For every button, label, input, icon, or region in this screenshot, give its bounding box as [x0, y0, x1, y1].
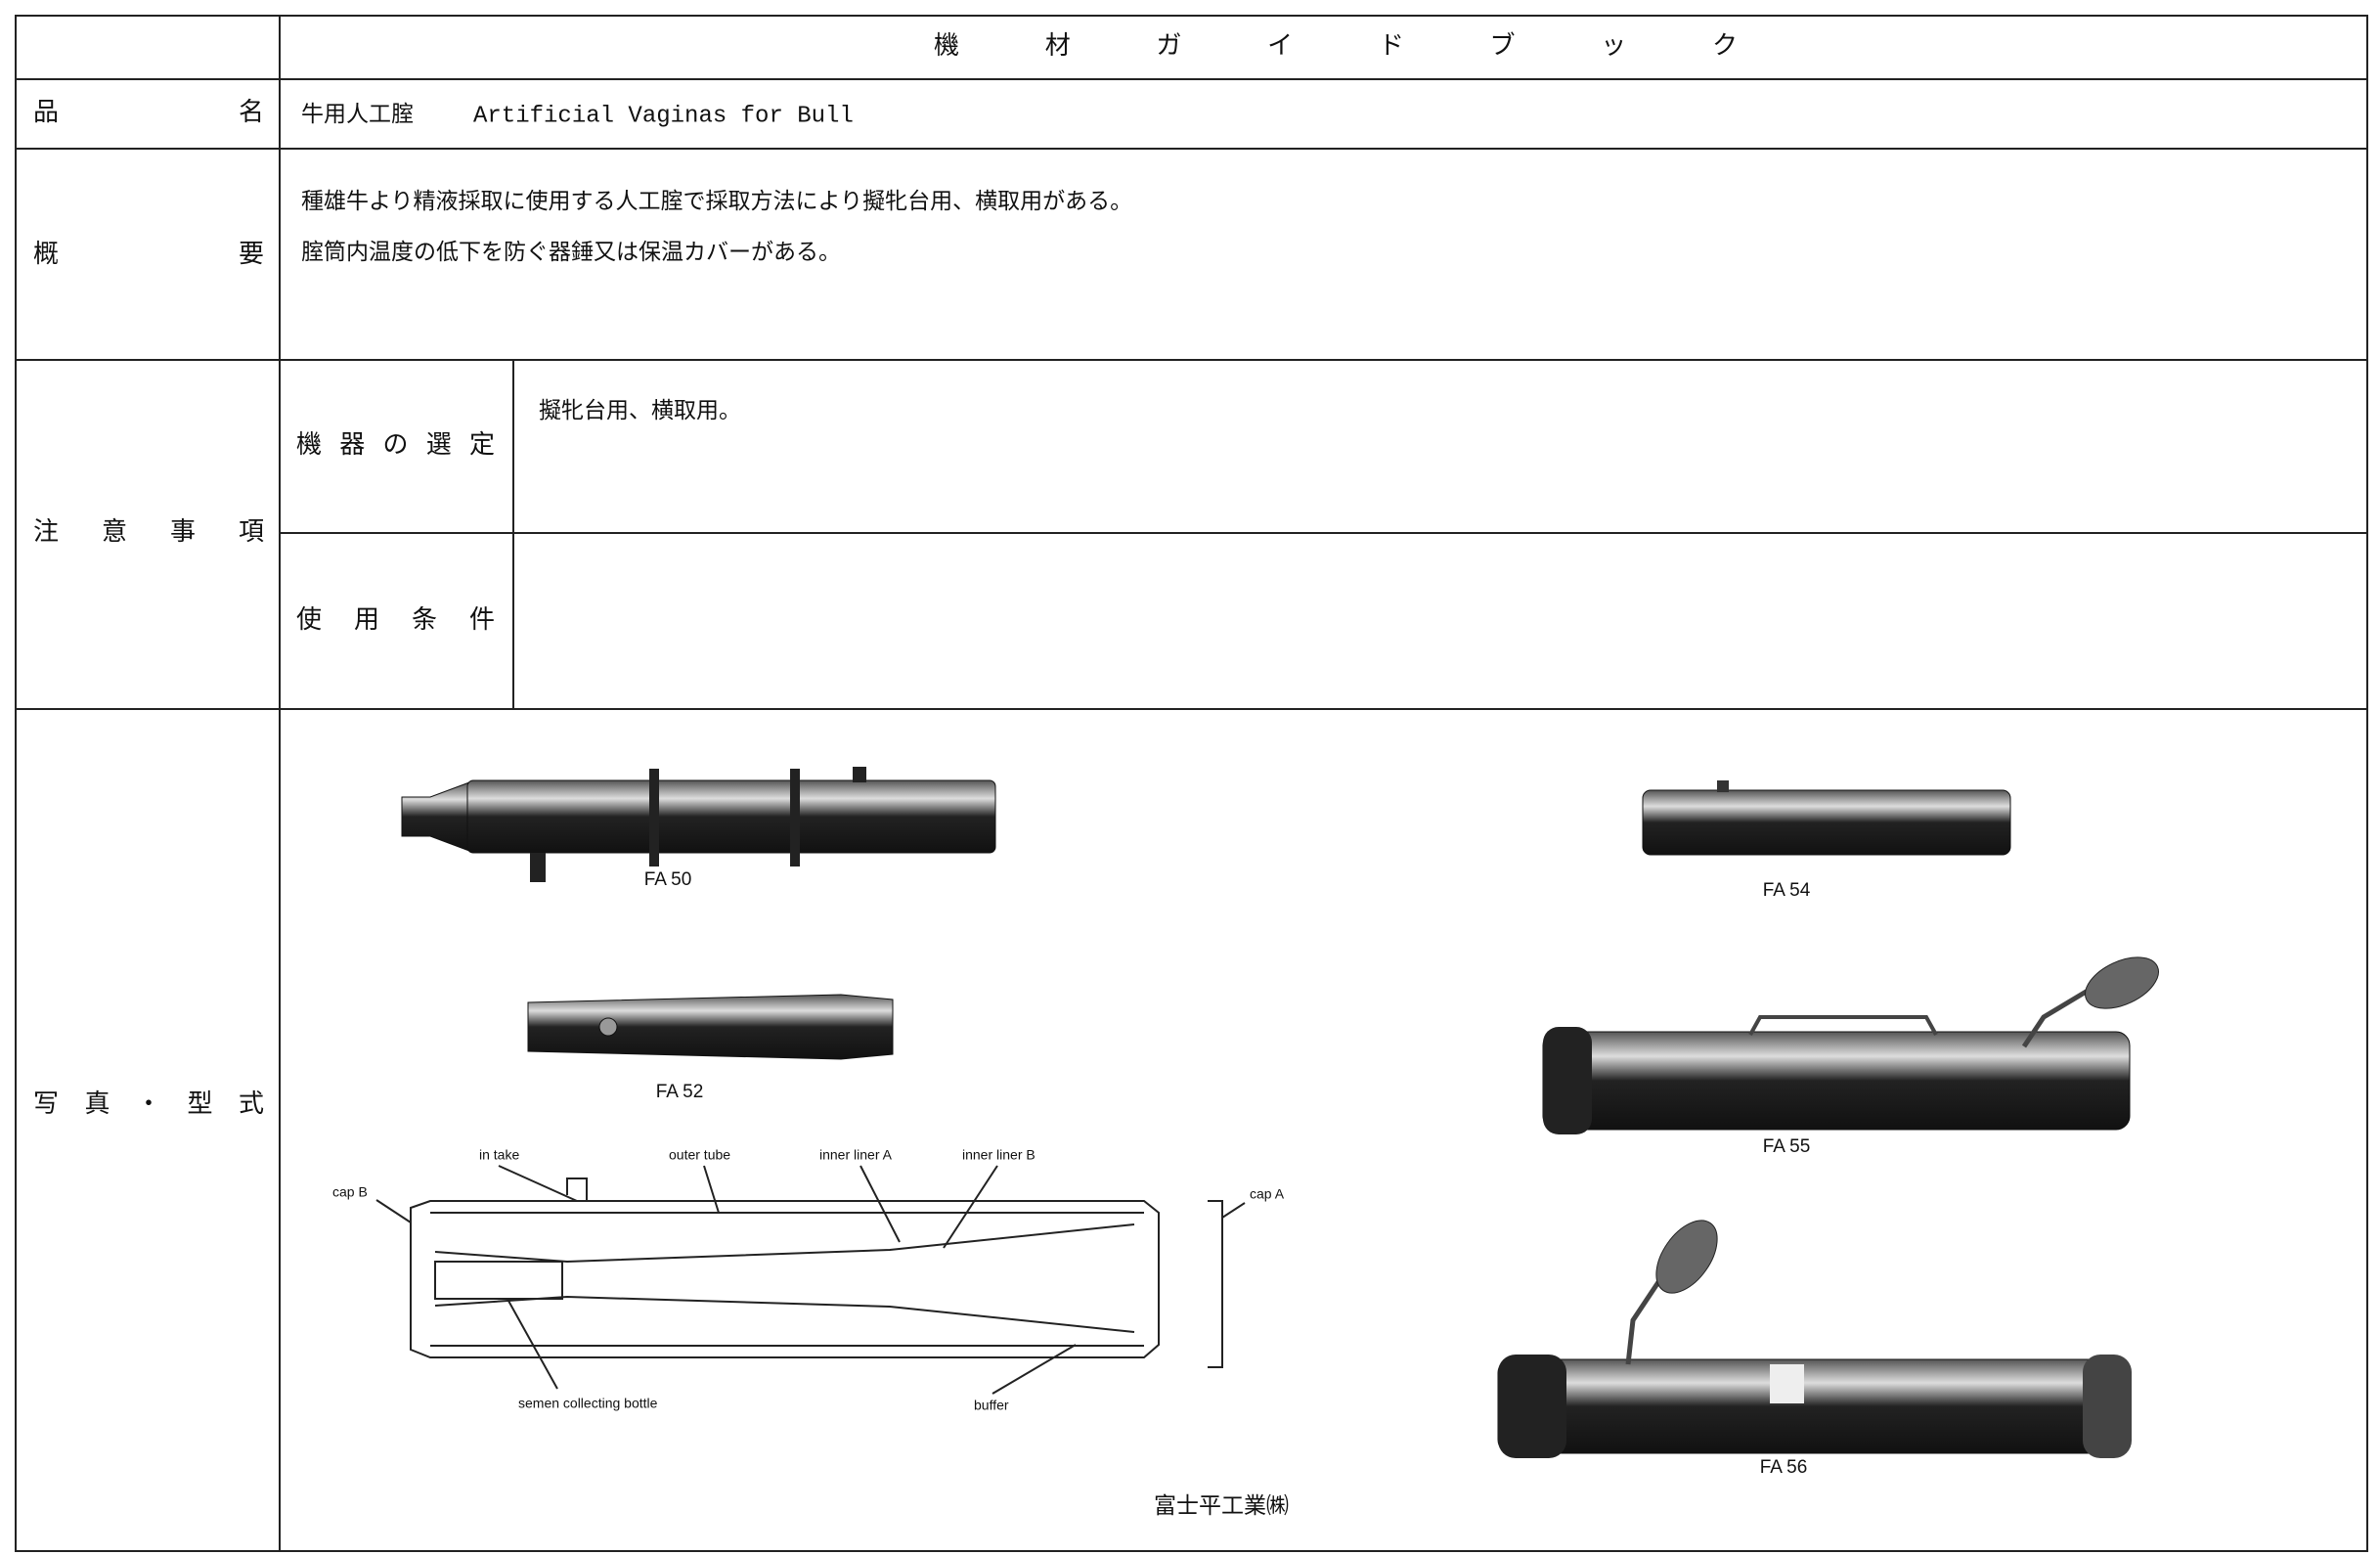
- table-grid: [15, 15, 2368, 1552]
- selection-value: 擬牝台用、横取用。: [539, 398, 741, 423]
- photo-fa52: [527, 994, 894, 1060]
- diagram-label: cap B: [332, 1184, 368, 1200]
- diagram-label: in take: [479, 1147, 519, 1163]
- title: 機材ガイドブック: [934, 31, 1738, 61]
- diagram: [375, 1165, 1246, 1395]
- sub-label: 機器の選定: [296, 430, 495, 460]
- diagram-label: cap A: [1250, 1186, 1285, 1202]
- caption: FA 52: [656, 1082, 704, 1102]
- name-en: Artificial Vaginas for Bull: [473, 103, 854, 129]
- photo-fa50: [401, 767, 996, 882]
- overview-line: 腟筒内温度の低下を防ぐ器錘又は保温カバーがある。: [301, 240, 841, 265]
- row-label: 写真・型式: [33, 1089, 264, 1119]
- caption: FA 50: [644, 869, 692, 890]
- manufacturer: 富士平工業㈱: [1154, 1493, 1289, 1519]
- photo-fa55: [1542, 956, 2159, 1134]
- caption: FA 54: [1763, 880, 1811, 901]
- photo-fa54: [1642, 780, 2011, 856]
- photo-fa56: [1497, 1220, 2132, 1458]
- diagram-label: inner liner B: [962, 1147, 1036, 1163]
- row-label: 品名: [33, 98, 264, 127]
- row-label: 概要: [33, 240, 264, 269]
- diagram-label: inner liner A: [819, 1147, 893, 1163]
- caption: FA 55: [1763, 1136, 1811, 1157]
- name-ja: 牛用人工腟: [301, 102, 414, 127]
- diagram-label: semen collecting bottle: [518, 1396, 658, 1411]
- diagram-label: buffer: [974, 1398, 1009, 1413]
- sub-label: 使用条件: [296, 605, 495, 635]
- caption: FA 56: [1760, 1457, 1808, 1478]
- overview-line: 種雄牛より精液採取に使用する人工腟で採取方法により擬牝台用、横取用がある。: [301, 189, 1132, 214]
- row-label: 注意事項: [33, 517, 264, 547]
- diagram-label: outer tube: [669, 1147, 730, 1163]
